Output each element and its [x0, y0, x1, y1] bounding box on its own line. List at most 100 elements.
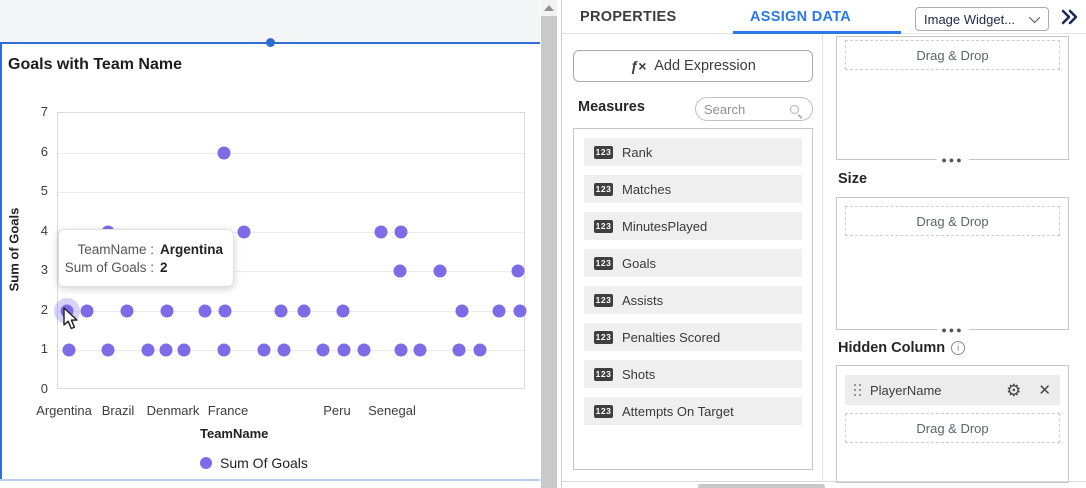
measure-item-matches[interactable]: 123 Matches: [584, 175, 802, 203]
scatter-point[interactable]: [198, 304, 212, 318]
zone-more-button[interactable]: ●●●: [936, 155, 969, 165]
scatter-point[interactable]: [274, 304, 288, 318]
measure-item-shots[interactable]: 123 Shots: [584, 360, 802, 388]
numeric-field-icon: 123: [594, 293, 613, 307]
widget-selection-border-left: [0, 42, 2, 480]
settings-gear-icon[interactable]: ⚙: [1006, 380, 1022, 400]
scatter-point[interactable]: [357, 343, 371, 357]
measure-item-minutesplayed[interactable]: 123 MinutesPlayed: [584, 212, 802, 240]
measure-label: MinutesPlayed: [622, 218, 708, 234]
scatter-point[interactable]: [141, 343, 155, 357]
scatter-point[interactable]: [62, 343, 76, 357]
numeric-field-icon: 123: [594, 145, 613, 159]
scatter-point[interactable]: [159, 343, 173, 357]
measure-label: Rank: [622, 144, 653, 160]
scatter-point[interactable]: [80, 304, 94, 318]
y-tick-label: 7: [40, 104, 48, 119]
mouse-cursor-icon: [63, 307, 78, 330]
legend-marker-icon: [200, 457, 212, 469]
measure-item-attempts-on-target[interactable]: 123 Attempts On Target: [584, 397, 802, 425]
tab-properties[interactable]: PROPERTIES: [580, 9, 677, 25]
numeric-field-icon: 123: [594, 330, 613, 344]
hidden-column-drag-drop-target[interactable]: Drag & Drop: [845, 413, 1060, 443]
measure-label: Shots: [622, 366, 656, 382]
gridline: [58, 271, 524, 273]
hidden-column-label: Hidden Column: [838, 340, 946, 356]
chart-title: Goals with Team Name: [8, 56, 182, 73]
tab-assign-data[interactable]: ASSIGN DATA: [750, 9, 852, 25]
scatter-point[interactable]: [336, 304, 350, 318]
numeric-field-icon: 123: [594, 367, 613, 381]
scatter-point[interactable]: [393, 264, 407, 278]
info-icon[interactable]: i: [951, 341, 966, 355]
scatter-point[interactable]: [237, 225, 251, 239]
scatter-point[interactable]: [217, 146, 231, 160]
x-axis-title: TeamName: [200, 426, 269, 441]
measure-item-goals[interactable]: 123 Goals: [584, 249, 802, 277]
scatter-point[interactable]: [455, 304, 469, 318]
value-drag-drop-target[interactable]: Drag & Drop: [845, 40, 1060, 70]
scatter-point[interactable]: [120, 304, 134, 318]
vertical-scrollbar[interactable]: [541, 0, 557, 488]
horizontal-scrollbar-thumb[interactable]: [698, 484, 825, 488]
zone-more-button[interactable]: ●●●: [936, 325, 969, 335]
measure-item-rank[interactable]: 123 Rank: [584, 138, 802, 166]
scatter-point[interactable]: [413, 343, 427, 357]
panel-bottom-divider: [562, 481, 1086, 482]
scatter-point[interactable]: [316, 343, 330, 357]
y-tick-label: 3: [40, 262, 48, 278]
add-expression-button[interactable]: ƒ× Add Expression: [573, 50, 813, 82]
widget-resize-handle[interactable]: [266, 38, 275, 47]
scatter-point[interactable]: [177, 343, 191, 357]
scatter-point[interactable]: [101, 343, 115, 357]
scatter-point[interactable]: [160, 304, 174, 318]
hidden-column-field-label: PlayerName: [870, 382, 942, 398]
scatter-point[interactable]: [513, 304, 527, 318]
widget-selection-border-bottom: [0, 479, 540, 481]
search-input[interactable]: [704, 101, 790, 117]
scatter-point[interactable]: [257, 343, 271, 357]
scatter-point[interactable]: [473, 343, 487, 357]
measure-label: Matches: [622, 181, 672, 197]
drag-handle-icon[interactable]: [854, 383, 861, 397]
measures-search-box[interactable]: [695, 97, 813, 121]
scatter-point[interactable]: [492, 304, 506, 318]
scatter-point[interactable]: [217, 343, 231, 357]
x-tick-label: Senegal: [368, 403, 416, 418]
gridline: [58, 350, 524, 352]
scrollbar-up-arrow-icon[interactable]: [541, 0, 557, 16]
column-divider: [822, 34, 823, 482]
scatter-point[interactable]: [277, 343, 291, 357]
size-drag-drop-target[interactable]: Drag & Drop: [845, 206, 1060, 236]
canvas-background: [0, 0, 540, 42]
widget-type-dropdown[interactable]: Image Widget...: [915, 7, 1049, 31]
gridline: [58, 192, 524, 194]
scatter-point[interactable]: [218, 304, 232, 318]
tooltip-value-teamname: Argentina: [159, 241, 223, 257]
chart-legend[interactable]: Sum Of Goals: [200, 455, 308, 471]
gridline: [58, 152, 524, 154]
measure-label: Penalties Scored: [622, 329, 721, 345]
scatter-point[interactable]: [511, 264, 525, 278]
scrollbar-thumb[interactable]: [541, 16, 557, 488]
scatter-point[interactable]: [394, 225, 408, 239]
scatter-point[interactable]: [394, 343, 408, 357]
numeric-field-icon: 123: [594, 182, 613, 196]
active-tab-underline: [733, 31, 901, 34]
chart-tooltip: TeamName : Argentina Sum of Goals : 2: [58, 229, 234, 287]
scatter-point[interactable]: [297, 304, 311, 318]
y-tick-label: 2: [40, 301, 48, 317]
measure-item-penalties-scored[interactable]: 123 Penalties Scored: [584, 323, 802, 351]
collapse-panel-icon[interactable]: [1060, 8, 1080, 26]
remove-field-icon[interactable]: ✕: [1038, 381, 1051, 399]
x-tick-label: Argentina: [36, 403, 92, 418]
scatter-point[interactable]: [433, 264, 447, 278]
scatter-point[interactable]: [374, 225, 388, 239]
scatter-point[interactable]: [452, 343, 466, 357]
chevron-down-icon: [1028, 11, 1041, 24]
measure-item-assists[interactable]: 123 Assists: [584, 286, 802, 314]
measure-label: Assists: [622, 292, 664, 308]
hidden-column-field[interactable]: PlayerName ⚙ ✕: [845, 375, 1060, 405]
scatter-point[interactable]: [337, 343, 351, 357]
panel-divider: [561, 0, 562, 488]
